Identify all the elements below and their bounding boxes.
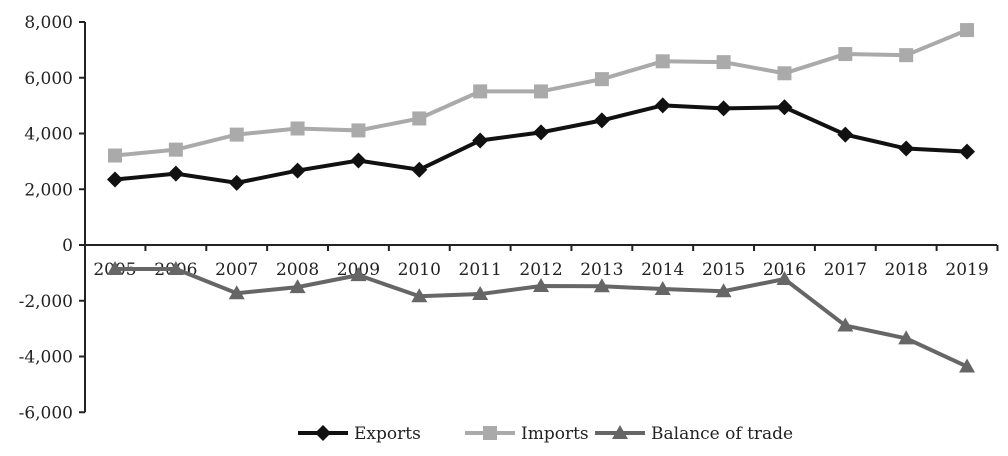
x-tick-label: 2016 (763, 260, 806, 280)
data-point (654, 97, 671, 114)
data-point (594, 72, 609, 87)
x-tick-label: 2012 (519, 260, 562, 280)
data-point (290, 121, 305, 136)
data-point (108, 148, 122, 163)
data-point (107, 171, 123, 188)
series-group (107, 23, 976, 373)
data-point (472, 286, 489, 301)
series-imports (108, 23, 975, 163)
x-tick-label: 2007 (215, 260, 258, 280)
data-point (654, 281, 671, 296)
x-tick-label: 2011 (459, 260, 502, 280)
legend-label: Balance of trade (651, 424, 793, 444)
data-point (593, 112, 610, 129)
legend-item: Imports (465, 424, 589, 444)
legend-item: Balance of trade (595, 424, 793, 444)
data-point (168, 142, 183, 157)
data-point (533, 277, 550, 292)
y-tick-label: 2,000 (24, 180, 73, 200)
data-point (289, 162, 306, 179)
data-point (167, 260, 184, 275)
y-tick-label: 8,000 (24, 13, 73, 33)
data-point (351, 123, 366, 138)
axes: -6,000 -4,000 -2,000 0 2,000 4,000 6,000 8,000 2… (19, 13, 999, 423)
data-point (898, 140, 915, 157)
data-point (289, 279, 306, 294)
data-point (837, 126, 854, 143)
data-point (229, 127, 244, 142)
data-point (959, 143, 976, 160)
data-point (350, 152, 367, 169)
x-tick-label: 2018 (885, 260, 928, 280)
y-tick-label: 4,000 (24, 125, 73, 145)
data-point (960, 23, 975, 38)
data-point (959, 358, 976, 373)
x-tick-label: 2014 (641, 260, 684, 280)
data-point (412, 111, 427, 126)
data-point (411, 288, 428, 303)
data-point (593, 278, 610, 293)
data-point (228, 174, 245, 191)
y-tick-label: -4,000 (19, 348, 73, 368)
data-point (776, 271, 793, 286)
x-tick-label: 2019 (945, 260, 988, 280)
legend-label: Exports (354, 424, 421, 444)
data-point (715, 100, 732, 117)
data-point (899, 48, 914, 63)
data-point (898, 330, 915, 345)
legend-marker (612, 425, 628, 439)
data-point (534, 84, 549, 99)
series-balance-of-trade (107, 260, 976, 373)
data-point (776, 99, 793, 116)
data-point (107, 260, 123, 275)
data-point (350, 267, 367, 282)
y-tick-label: -6,000 (19, 403, 73, 423)
y-tick-label: 6,000 (24, 69, 73, 89)
data-point (472, 132, 489, 149)
data-point (837, 317, 854, 332)
y-tick-label: 0 (62, 236, 73, 256)
x-tick-label: 2015 (702, 260, 745, 280)
data-point (411, 161, 428, 178)
data-point (777, 66, 792, 81)
data-point (716, 55, 731, 70)
data-point (473, 84, 488, 99)
series-exports (107, 97, 976, 191)
legend-item: Exports (298, 424, 421, 444)
x-tick-label: 2010 (398, 260, 441, 280)
data-point (715, 283, 732, 298)
y-tick-label: -2,000 (19, 292, 73, 312)
data-point (533, 124, 550, 141)
legend-label: Imports (521, 424, 589, 444)
data-point (167, 165, 184, 182)
data-point (838, 47, 853, 62)
legend-marker (483, 426, 497, 440)
data-point (228, 285, 245, 300)
data-point (655, 54, 670, 69)
legend: Exports Imports Balance of trade (298, 424, 793, 444)
x-tick-label: 2017 (824, 260, 867, 280)
x-tick-label: 2013 (580, 260, 623, 280)
series-line (114, 103, 968, 185)
x-tick-label: 2008 (276, 260, 319, 280)
legend-marker (315, 425, 331, 441)
